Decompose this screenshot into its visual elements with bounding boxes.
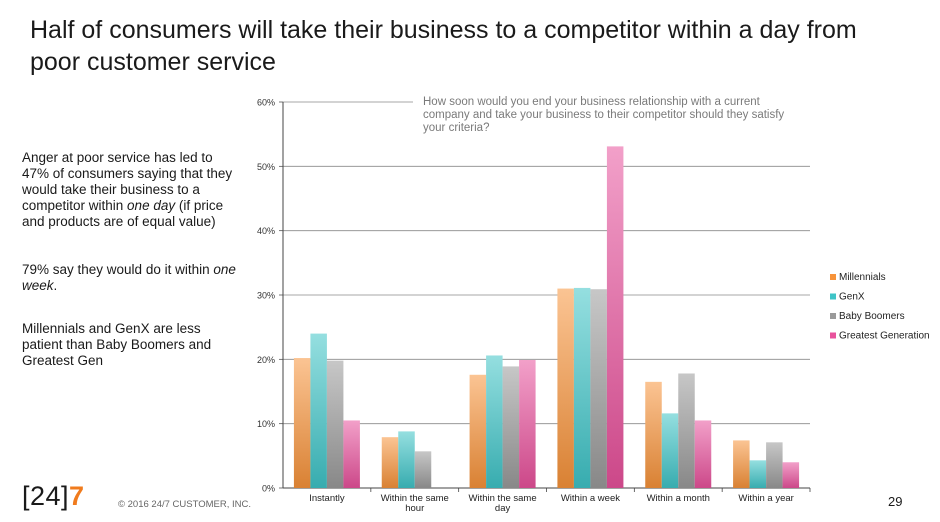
bar-greatest-generation (694, 420, 712, 488)
bar-greatest-generation (606, 146, 624, 488)
legend-swatch (830, 332, 836, 339)
slide-title: Half of consumers will take their busine… (30, 16, 857, 76)
bar-greatest-generation (343, 420, 360, 488)
chart-title: How soon would you end your business rel… (423, 96, 784, 134)
bar-baby-boomers (678, 373, 695, 488)
bar-greatest-generation (782, 462, 800, 488)
bullet-one-day: Anger at poor service has led to 47% of … (22, 150, 237, 230)
bar-genx (573, 287, 591, 488)
y-tick-label: 40% (257, 226, 275, 236)
bullet-patience: Millennials and GenX are less patient th… (22, 321, 212, 368)
bar-millennials (733, 440, 750, 488)
bullet-one-day-emphasis: one day (127, 198, 176, 213)
logo-seven-text: 7 (69, 481, 85, 511)
bar-baby-boomers (766, 442, 783, 488)
logo-bracket-text: [24] (22, 481, 70, 511)
bar-baby-boomers (590, 289, 607, 488)
y-tick-label: 50% (257, 162, 275, 172)
bar-baby-boomers (326, 360, 344, 488)
bar-baby-boomers (502, 366, 520, 488)
legend-entry: Greatest Generation (839, 331, 930, 342)
bullet-one-day-text-end: (if price and products are of equal valu… (22, 198, 224, 229)
bullet-one-week-text: 79% say they would do it within (22, 262, 214, 277)
legend-entry: Millennials (839, 272, 886, 283)
page-number: 29 (888, 494, 903, 509)
x-tick-label: Within a week (561, 493, 620, 504)
legend-entry: Baby Boomers (839, 311, 905, 322)
x-tick-label: Within the same day (469, 493, 537, 514)
y-tick-label: 10% (257, 419, 275, 429)
bar-millennials (381, 437, 399, 488)
y-tick-label: 30% (257, 291, 275, 301)
bar-genx (749, 460, 767, 488)
bar-genx (398, 431, 415, 488)
y-tick-label: 0% (262, 484, 275, 494)
bullet-one-week: 79% say they would do it within one week… (22, 262, 237, 294)
y-tick-label: 20% (257, 355, 275, 365)
bullet-one-week-emphasis: one week (22, 262, 236, 293)
bar-genx (310, 333, 327, 488)
bar-millennials (557, 288, 574, 488)
bar-genx (486, 355, 503, 488)
company-logo: [24]7 (22, 481, 85, 511)
legend-swatch (830, 274, 836, 280)
bar-millennials (645, 381, 662, 488)
x-tick-label: Within a year (738, 493, 793, 504)
copyright-notice: © 2016 24/7 CUSTOMER, INC. (118, 499, 252, 510)
bullet-one-day-text: Anger at poor service has led to 47% of … (22, 150, 233, 213)
legend-swatch (830, 313, 836, 319)
bar-millennials (293, 358, 311, 488)
bar-millennials (469, 374, 487, 488)
y-tick-label: 60% (257, 98, 275, 108)
legend-entry: GenX (839, 292, 865, 303)
bullet-one-week-text-end: . (53, 278, 58, 293)
x-tick-label: Instantly (309, 493, 345, 504)
x-tick-label: Within the same hour (381, 493, 449, 514)
legend-swatch (830, 293, 836, 300)
bar-greatest-generation (519, 359, 536, 488)
x-tick-label: Within a month (647, 493, 710, 504)
bar-genx (661, 413, 679, 488)
bar-baby-boomers (414, 451, 432, 488)
